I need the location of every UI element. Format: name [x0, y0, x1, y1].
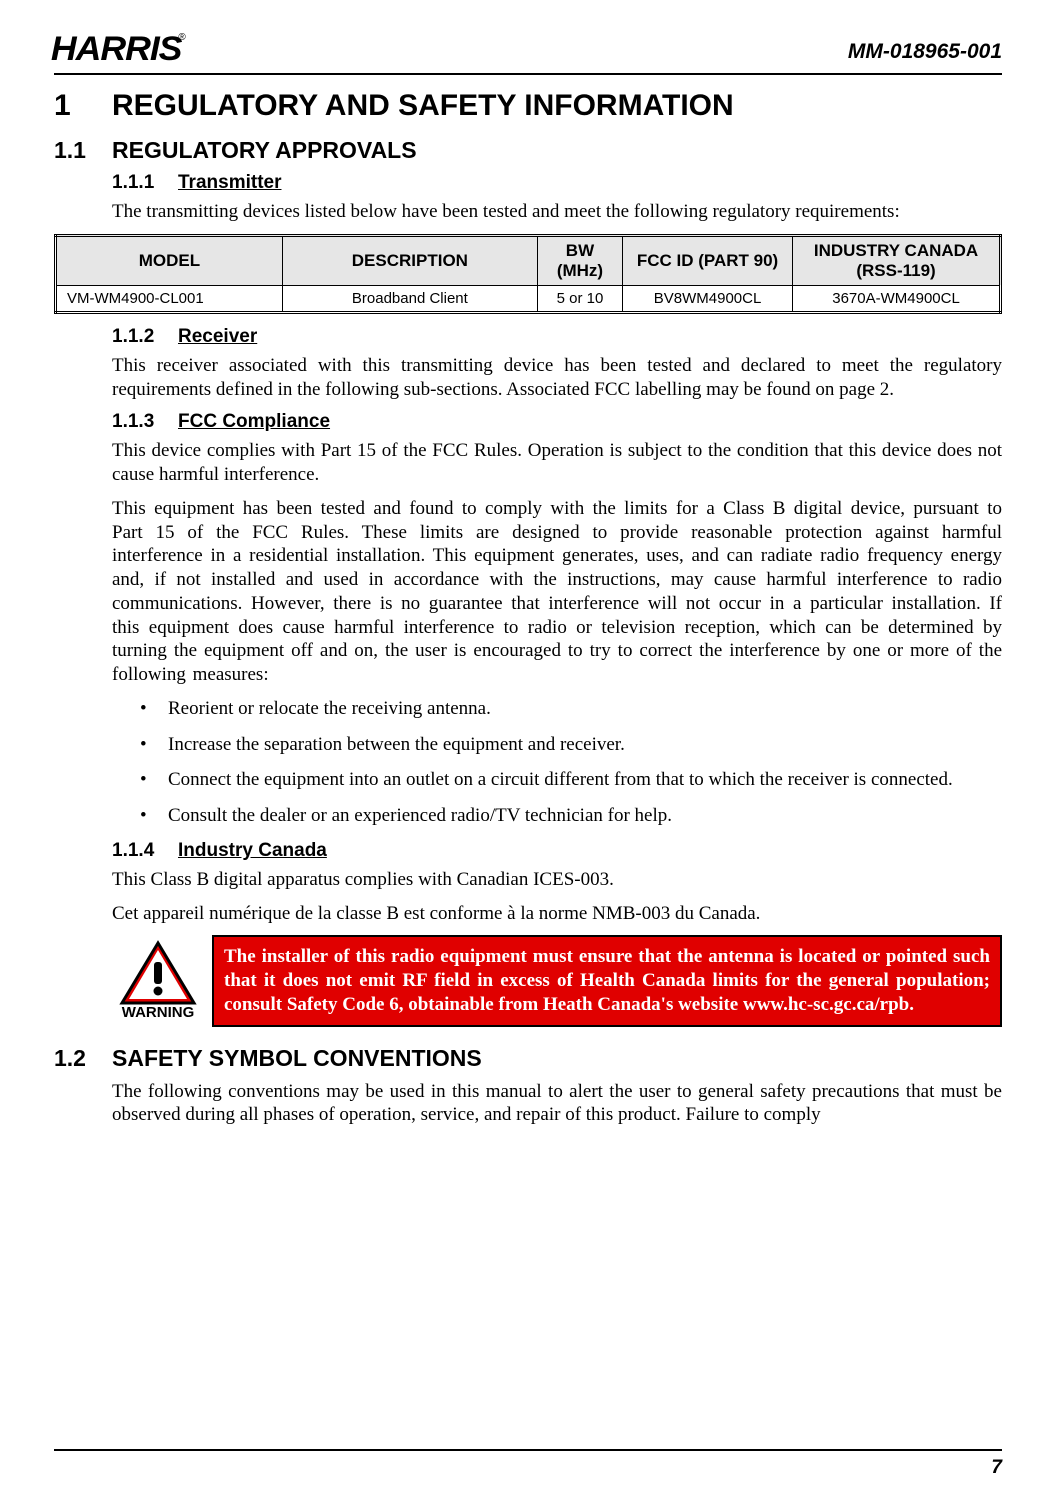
regulatory-table: MODEL DESCRIPTION BW (MHz) FCC ID (PART …: [54, 234, 1002, 314]
warning-label: WARNING: [122, 1004, 195, 1021]
section-1-heading: 1REGULATORY AND SAFETY INFORMATION: [54, 89, 1002, 123]
page-footer: 7: [54, 1449, 1002, 1479]
col-model: MODEL: [56, 235, 283, 285]
section-title: REGULATORY AND SAFETY INFORMATION: [112, 89, 734, 122]
section-1-1-3-heading: 1.1.3FCC Compliance: [112, 411, 1002, 433]
subsection-number: 1.2: [54, 1045, 112, 1072]
subsubsection-title: Industry Canada: [178, 840, 327, 861]
page-header: HARRIS® MM-018965-001: [54, 30, 1002, 69]
subsubsection-number: 1.1.3: [112, 411, 178, 433]
ic-p1: This Class B digital apparatus complies …: [112, 868, 1002, 892]
subsubsection-title: FCC Compliance: [178, 411, 330, 432]
footer-rule: [54, 1449, 1002, 1451]
warning-callout: WARNING The installer of this radio equi…: [112, 935, 1002, 1026]
warning-text: The installer of this radio equipment mu…: [212, 935, 1002, 1026]
table-row: VM-WM4900-CL001 Broadband Client 5 or 10…: [56, 285, 1001, 312]
section-number: 1: [54, 89, 112, 123]
subsection-number: 1.1: [54, 137, 112, 164]
fcc-p2: This equipment has been tested and found…: [112, 497, 1002, 687]
section-1-1-heading: 1.1REGULATORY APPROVALS: [54, 137, 1002, 164]
fcc-bullet-list: Reorient or relocate the receiving anten…: [112, 697, 1002, 828]
transmitter-intro-text: The transmitting devices listed below ha…: [112, 200, 1002, 224]
page-number: 7: [54, 1457, 1002, 1479]
subsection-title: REGULATORY APPROVALS: [112, 137, 417, 163]
section-1-1-2-heading: 1.1.2Receiver: [112, 326, 1002, 348]
subsubsection-title: Transmitter: [178, 172, 281, 193]
registered-icon: ®: [178, 32, 185, 43]
subsubsection-number: 1.1.2: [112, 326, 178, 348]
cell-ic: 3670A-WM4900CL: [793, 285, 1001, 312]
logo-text: HARRIS: [51, 30, 182, 69]
receiver-text: This receiver associated with this trans…: [112, 354, 1002, 402]
section-1-1-1-heading: 1.1.1Transmitter: [112, 172, 1002, 194]
brand-logo: HARRIS®: [54, 30, 186, 69]
table-header-row: MODEL DESCRIPTION BW (MHz) FCC ID (PART …: [56, 235, 1001, 285]
safety-conventions-text: The following conventions may be used in…: [112, 1080, 1002, 1128]
col-industry-canada: INDUSTRY CANADA (RSS-119): [793, 235, 1001, 285]
subsection-title: SAFETY SYMBOL CONVENTIONS: [112, 1045, 482, 1071]
col-bw: BW (MHz): [537, 235, 622, 285]
list-item: Connect the equipment into an outlet on …: [112, 768, 1002, 792]
header-rule: [54, 73, 1002, 75]
document-id: MM-018965-001: [848, 30, 1002, 64]
cell-model: VM-WM4900-CL001: [56, 285, 283, 312]
col-description: DESCRIPTION: [282, 235, 537, 285]
cell-bw: 5 or 10: [537, 285, 622, 312]
section-1-2-heading: 1.2SAFETY SYMBOL CONVENTIONS: [54, 1045, 1002, 1072]
cell-fcc: BV8WM4900CL: [622, 285, 792, 312]
fcc-p1: This device complies with Part 15 of the…: [112, 439, 1002, 487]
cell-description: Broadband Client: [282, 285, 537, 312]
subsubsection-number: 1.1.1: [112, 172, 178, 194]
list-item: Reorient or relocate the receiving anten…: [112, 697, 1002, 721]
warning-triangle-icon: [119, 940, 197, 1006]
list-item: Consult the dealer or an experienced rad…: [112, 804, 1002, 828]
col-fcc: FCC ID (PART 90): [622, 235, 792, 285]
ic-p2: Cet appareil numérique de la classe B es…: [112, 902, 1002, 926]
warning-icon-cell: WARNING: [112, 935, 212, 1026]
subsubsection-number: 1.1.4: [112, 840, 178, 862]
section-1-1-4-heading: 1.1.4Industry Canada: [112, 840, 1002, 862]
subsubsection-title: Receiver: [178, 326, 257, 347]
list-item: Increase the separation between the equi…: [112, 733, 1002, 757]
